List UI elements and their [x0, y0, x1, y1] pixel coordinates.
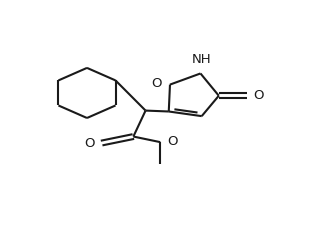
Text: O: O: [167, 135, 178, 148]
Text: O: O: [152, 77, 162, 90]
Text: O: O: [254, 89, 264, 102]
Text: O: O: [84, 137, 95, 150]
Text: NH: NH: [192, 53, 212, 66]
